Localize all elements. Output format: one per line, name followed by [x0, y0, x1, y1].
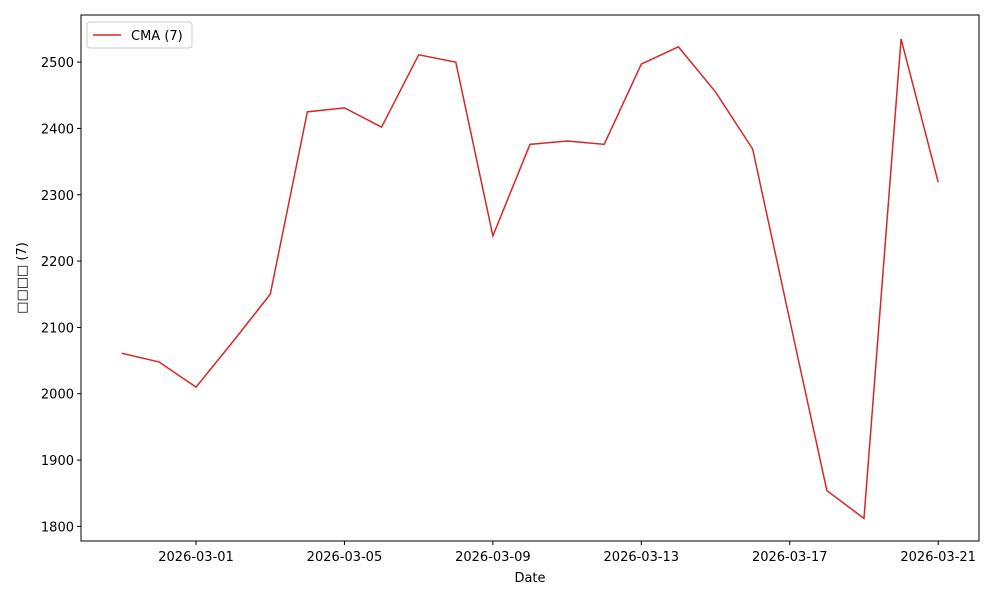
x-tick-label: 2026-03-01 — [158, 550, 234, 565]
y-axis-label: □□□□ (7) — [15, 242, 30, 314]
y-tick-label: 2400 — [41, 122, 74, 137]
plot-frame — [80, 14, 980, 542]
y-tick-label: 2100 — [41, 321, 74, 336]
x-tick-label: 2026-03-09 — [455, 550, 531, 565]
line-series — [121, 38, 939, 520]
x-tick-label: 2026-03-13 — [604, 550, 680, 565]
legend-label: CMA (7) — [131, 29, 183, 44]
x-tick-label: 2026-03-21 — [900, 550, 976, 565]
y-tick-label: 2000 — [41, 388, 74, 403]
x-tick-label: 2026-03-05 — [307, 550, 383, 565]
x-axis-label: Date — [514, 571, 545, 586]
y-tick-label: 1900 — [41, 454, 74, 469]
y-tick-label: 1800 — [41, 520, 74, 535]
y-tick-label: 2200 — [41, 255, 74, 270]
y-tick-label: 2500 — [41, 56, 74, 71]
x-tick-label: 2026-03-17 — [752, 550, 828, 565]
legend-box — [86, 21, 193, 49]
y-tick-label: 2300 — [41, 189, 74, 204]
